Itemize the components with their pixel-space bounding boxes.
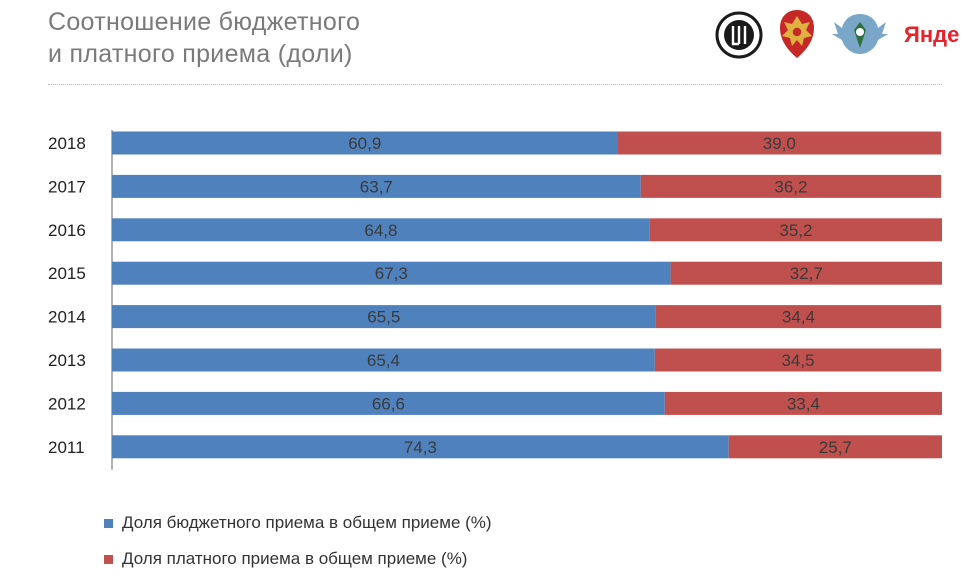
bar-budget bbox=[112, 348, 655, 372]
y-tick-label: 2015 bbox=[48, 264, 86, 283]
legend-label-budget: Доля бюджетного приема в общем приеме (%… bbox=[122, 513, 492, 532]
data-label-budget: 74,3 bbox=[404, 438, 437, 457]
legend-item-paid: Доля платного приема в общем приеме (%) bbox=[104, 548, 492, 570]
bar-paid bbox=[654, 348, 942, 372]
bar-paid bbox=[670, 261, 942, 285]
ministry-emblem-icon bbox=[780, 10, 814, 58]
bar-paid bbox=[728, 435, 942, 459]
y-tick-label: 2012 bbox=[48, 394, 86, 413]
chart-title-line-1: Соотношение бюджетного bbox=[48, 8, 361, 36]
data-label-budget: 60,9 bbox=[348, 134, 381, 153]
bar-budget bbox=[112, 391, 665, 415]
bar-budget bbox=[112, 174, 641, 198]
legend: Доля бюджетного приема в общем приеме (%… bbox=[104, 512, 492, 584]
bar-budget bbox=[112, 261, 671, 285]
y-tick-label: 2017 bbox=[48, 177, 86, 196]
y-tick-label: 2014 bbox=[48, 308, 86, 327]
data-label-paid: 32,7 bbox=[790, 264, 823, 283]
legend-item-budget: Доля бюджетного приема в общем приеме (%… bbox=[104, 512, 492, 534]
bar-paid bbox=[640, 174, 942, 198]
bar-paid bbox=[649, 218, 942, 242]
stacked-bar-chart: 2018 60,9 39,0 2017 63,7 36,2 2016 64,8 35,2 2015… bbox=[48, 130, 942, 470]
bar-budget bbox=[112, 131, 618, 155]
legend-swatch-paid bbox=[104, 554, 113, 564]
chart-title: Соотношение бюджетного и платного приема… bbox=[48, 6, 360, 70]
data-label-budget: 63,7 bbox=[360, 177, 393, 196]
data-label-paid: 35,2 bbox=[779, 221, 812, 240]
y-tick-label: 2011 bbox=[48, 438, 85, 457]
data-label-budget: 66,6 bbox=[372, 394, 405, 413]
hse-logo-icon bbox=[715, 11, 763, 59]
chart-title-line-2: и платного приема (доли) bbox=[48, 40, 353, 68]
legend-swatch-budget bbox=[104, 518, 113, 528]
data-label-paid: 39,0 bbox=[763, 134, 796, 153]
data-label-budget: 64,8 bbox=[364, 221, 397, 240]
yandex-logo-text: Янде bbox=[904, 22, 960, 47]
data-label-budget: 65,5 bbox=[367, 308, 400, 327]
data-label-paid: 36,2 bbox=[774, 177, 807, 196]
data-label-paid: 34,5 bbox=[781, 351, 814, 370]
data-label-paid: 25,7 bbox=[819, 438, 852, 457]
bar-paid bbox=[664, 391, 942, 415]
y-tick-label: 2018 bbox=[48, 134, 86, 153]
bar-paid bbox=[617, 131, 942, 155]
y-tick-label: 2013 bbox=[48, 351, 86, 370]
title-divider bbox=[48, 84, 942, 85]
bar-paid bbox=[655, 305, 942, 329]
bar-budget bbox=[112, 218, 650, 242]
data-label-paid: 34,4 bbox=[782, 308, 815, 327]
data-label-paid: 33,4 bbox=[787, 394, 820, 413]
data-label-budget: 65,4 bbox=[367, 351, 400, 370]
y-tick-label: 2016 bbox=[48, 221, 86, 240]
data-label-budget: 67,3 bbox=[375, 264, 408, 283]
legend-label-paid: Доля платного приема в общем приеме (%) bbox=[122, 549, 468, 568]
bar-budget bbox=[112, 305, 656, 329]
rosobrnadzor-emblem-icon bbox=[832, 14, 888, 54]
logo-strip: Янде bbox=[710, 6, 962, 62]
bar-budget bbox=[112, 435, 729, 459]
